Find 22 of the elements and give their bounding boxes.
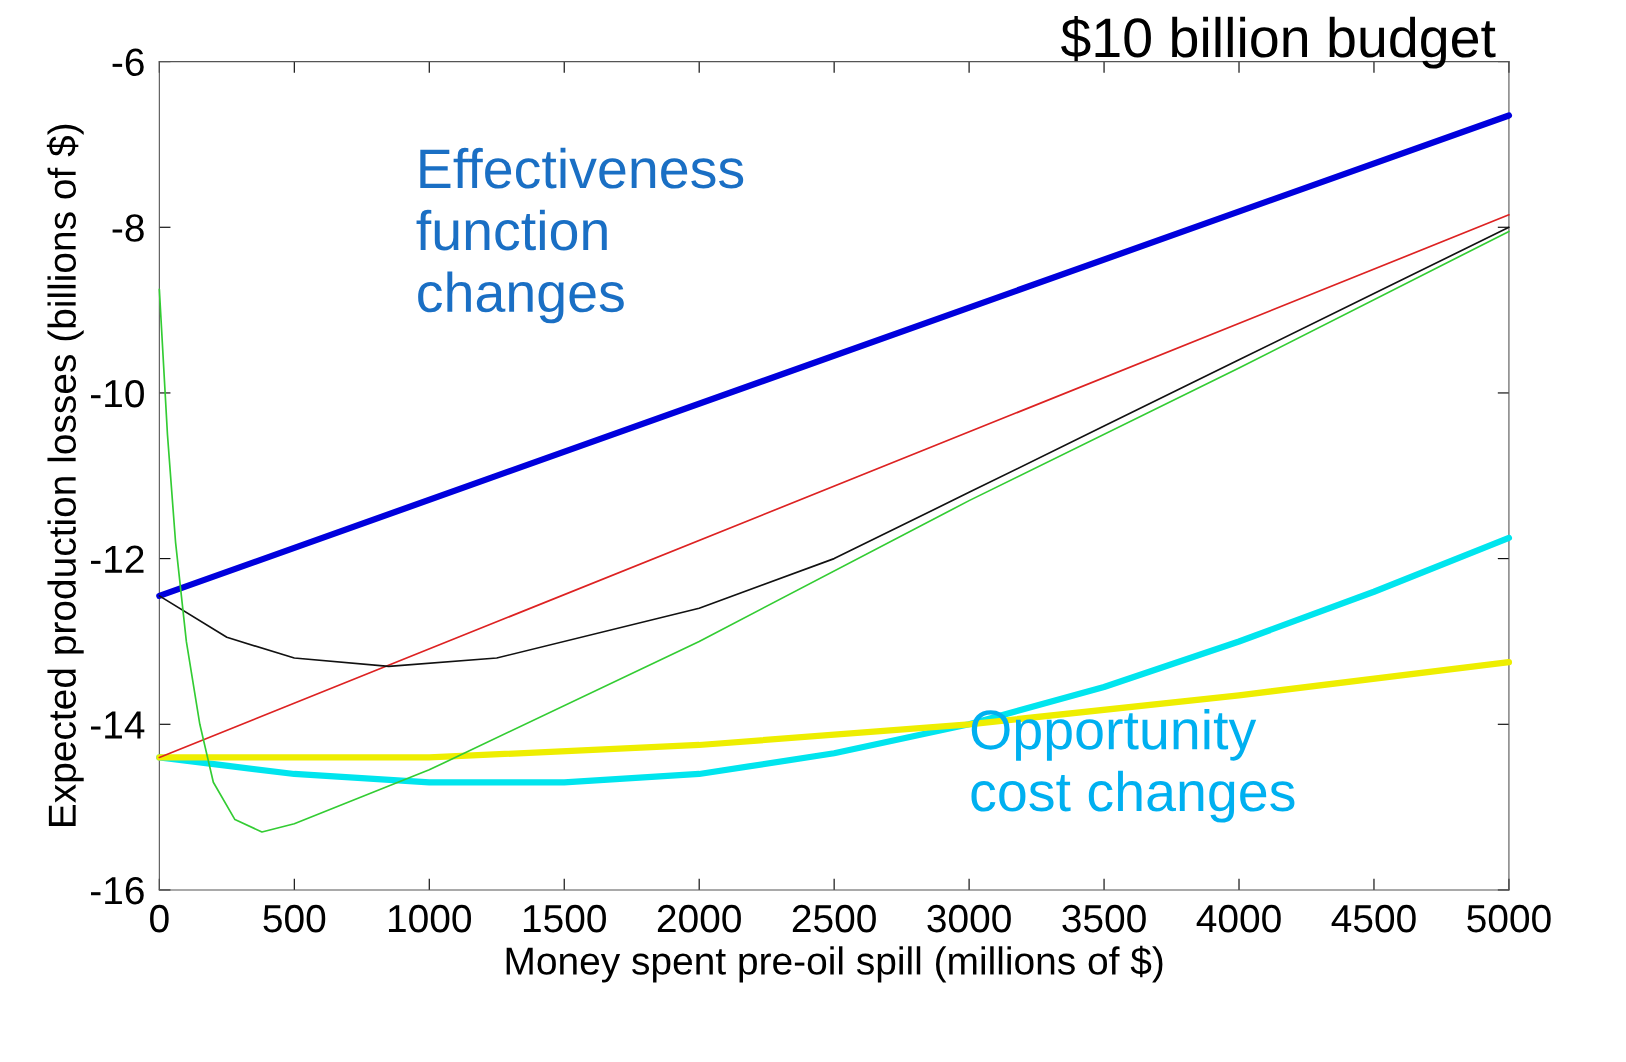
- x-tick-label: 0: [150, 904, 169, 933]
- y-axis-title: Expected production losses (billions of $): [46, 124, 84, 826]
- annotation: Opportunity cost changes: [971, 708, 1295, 823]
- y-tick-label: -10: [90, 379, 144, 408]
- y-tick-label: -12: [90, 545, 144, 573]
- y-tick-label: -14: [90, 711, 145, 739]
- x-tick-label: 500: [263, 904, 326, 933]
- y-tick-label: -8: [112, 214, 144, 242]
- x-tick-label: 2500: [792, 904, 876, 933]
- y-tick-label: -6: [112, 48, 144, 77]
- y-tick-label: -16: [90, 876, 144, 905]
- annotation: Effectiveness function changes: [416, 147, 744, 324]
- x-axis-title: Money spent pre-oil spill (millions of $): [506, 945, 1163, 983]
- annotation: $10 billion budget: [1061, 15, 1496, 69]
- x-tick-label: 4000: [1196, 904, 1281, 933]
- x-tick-label: 1000: [388, 904, 471, 933]
- x-tick-label: 3500: [1062, 904, 1146, 933]
- x-tick-label: 5000: [1467, 904, 1551, 933]
- x-tick-label: 2000: [657, 904, 741, 933]
- x-tick-label: 1500: [523, 904, 606, 933]
- x-tick-label: 3000: [927, 904, 1011, 933]
- x-tick-label: 4500: [1331, 904, 1416, 933]
